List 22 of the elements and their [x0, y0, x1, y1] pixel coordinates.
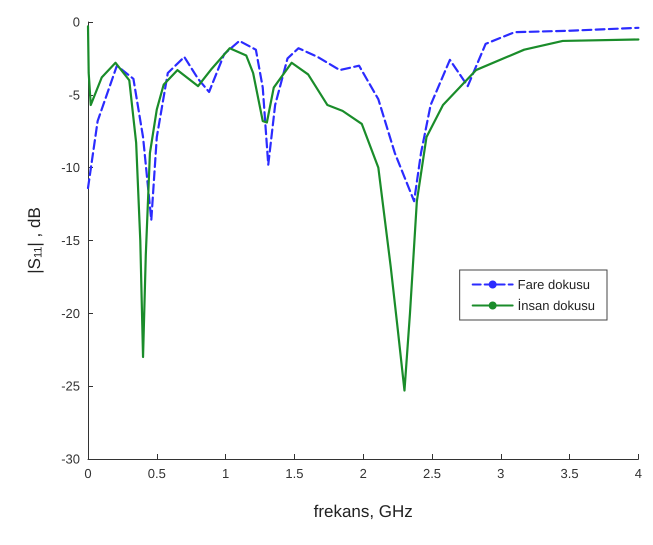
y-tick-label: -30 — [61, 452, 80, 466]
x-tick-label: 2 — [360, 466, 367, 481]
y-tick-label: 0 — [72, 14, 80, 30]
x-tick-label: 4 — [634, 466, 642, 481]
line-series — [86, 26, 640, 222]
legend-label: Fare dokusu — [518, 277, 590, 292]
x-tick-label: 1.5 — [285, 466, 304, 481]
legend-label: İnsan dokusu — [518, 298, 596, 313]
x-tick-label: 3 — [497, 466, 504, 481]
y-tick-label: -10 — [61, 160, 80, 176]
x-tick-label: 0.5 — [148, 466, 166, 481]
y-tick-label: -15 — [61, 233, 80, 248]
x-tick-label: 0 — [84, 466, 92, 481]
y-axis-title: |S11| , dB — [25, 207, 44, 274]
line-series — [86, 25, 640, 392]
x-tick-label: 3.5 — [560, 466, 579, 481]
x-tick-label: 2.5 — [422, 466, 442, 481]
x-tick-label: 1 — [222, 466, 230, 481]
y-tick-label: -25 — [61, 378, 80, 394]
x-axis-title: frekans, GHz — [314, 502, 413, 521]
y-tick-label: -5 — [68, 87, 80, 102]
y-tick-label: -20 — [61, 306, 80, 321]
